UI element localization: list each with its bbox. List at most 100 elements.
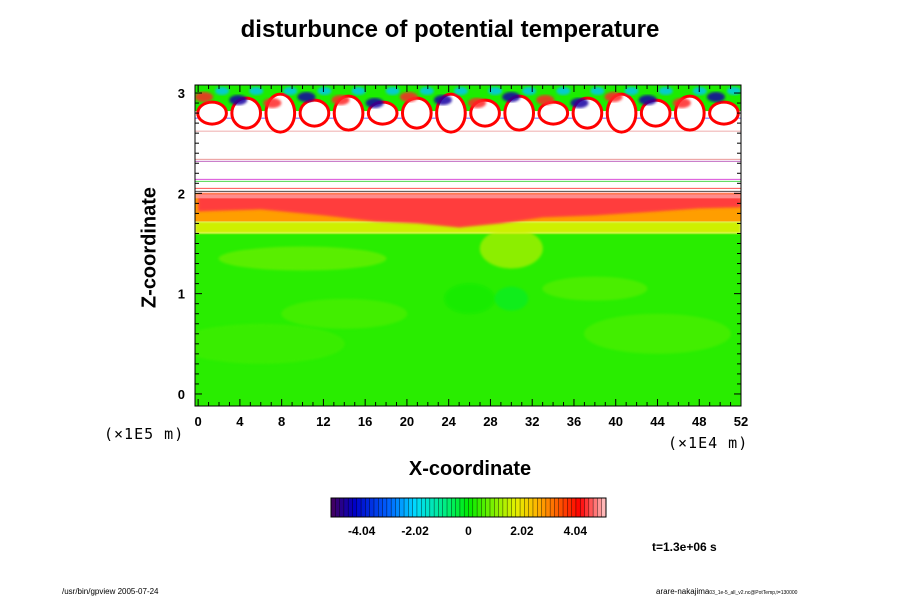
colorbar-cell [365, 498, 370, 517]
field-patch [542, 276, 648, 301]
colorbar: -4.04 -2.02 0 2.02 4.04 [330, 497, 607, 538]
wave-eddy [536, 95, 555, 105]
colorbar-cell [494, 498, 499, 517]
colorbar-cell [416, 498, 422, 517]
colorbar-cell [335, 498, 340, 517]
z-tick-label: 0 [178, 387, 185, 402]
colorbar-cell [520, 498, 525, 517]
colorbar-cell [532, 498, 538, 517]
wave-eddy [331, 95, 350, 105]
colorbar-cell [588, 498, 594, 517]
wave-eddy [570, 98, 589, 108]
colorbar-cell [464, 498, 469, 517]
field-patch [218, 246, 387, 271]
wave-eddy [399, 92, 418, 102]
wave-lobe [708, 100, 740, 126]
colorbar-cell [537, 498, 542, 517]
x-tick-label: 40 [608, 414, 622, 429]
colorbar-cell [485, 498, 491, 517]
colorbar-cell [477, 498, 482, 517]
wave-eddy [229, 95, 248, 105]
colorbar-cell [404, 498, 409, 517]
colorbar-cell [472, 498, 478, 517]
x-tick-label: 36 [567, 414, 581, 429]
colorbar-cell [459, 498, 465, 517]
footer-right-main: arare-nakajima [656, 587, 710, 596]
field-patch [583, 313, 731, 354]
wave-eddy [502, 92, 521, 102]
warm-band-core [198, 193, 741, 228]
z-axis-unit: (×1E5 m) [104, 425, 185, 443]
footer-right-small: 03_1e-5_all_v2.nc@PotTemp,t=130000 [709, 590, 798, 596]
colorbar-tick-label: 2.02 [510, 524, 534, 538]
wave-eddy [706, 92, 725, 102]
z-tick-label: 2 [178, 186, 185, 201]
footer-right-text: arare-nakajima03_1e-5_all_v2.nc@PotTemp,… [656, 587, 797, 596]
x-tick-label: 12 [316, 414, 330, 429]
x-tick-label: 4 [236, 414, 244, 429]
colorbar-cell [373, 498, 379, 517]
wave-eddy [488, 87, 503, 95]
colorbar-cell [571, 498, 577, 517]
colorbar-cell [593, 498, 598, 517]
colorbar-cell [580, 498, 585, 517]
colorbar-cell [584, 498, 590, 517]
x-tick-label: 32 [525, 414, 539, 429]
field-patch [195, 323, 345, 364]
wave-lobe [400, 96, 433, 130]
footer-left-text: /usr/bin/gpview 2005-07-24 [62, 587, 159, 596]
colorbar-cell [339, 498, 345, 517]
wave-eddy [317, 87, 332, 95]
x-tick-label: 28 [483, 414, 497, 429]
wave-eddy [604, 92, 623, 102]
wave-eddy [351, 87, 366, 95]
colorbar-cell [468, 498, 474, 517]
colorbar-cell [558, 498, 564, 517]
x-tick-label: 0 [195, 414, 202, 429]
colorbar-cell [567, 498, 572, 517]
wave-eddy [195, 92, 214, 102]
wave-eddy [215, 87, 230, 95]
wave-lobe [196, 100, 228, 126]
colorbar-cell [434, 498, 439, 517]
colorbar-tick-label: 0 [465, 524, 472, 538]
wave-lobe [537, 100, 570, 126]
wave-eddy [522, 87, 537, 95]
colorbar-cell [386, 498, 392, 517]
field-patch [494, 286, 529, 311]
field-patch [281, 298, 408, 329]
wave-eddy [433, 95, 452, 105]
plot-frame [194, 84, 742, 407]
colorbar-cell [481, 498, 486, 517]
wave-eddy [297, 92, 316, 102]
wave-eddy [624, 87, 639, 95]
warm-band-edge [195, 194, 741, 199]
z-tick-label: 1 [178, 287, 185, 302]
z-axis-label: Z-coordinate [138, 186, 161, 309]
wave-eddy [556, 87, 571, 95]
colorbar-cell [438, 498, 444, 517]
colorbar-cell [352, 498, 358, 517]
colorbar-cell [378, 498, 383, 517]
x-axis-unit: (×1E4 m) [668, 434, 749, 452]
wave-eddy [672, 98, 691, 108]
colorbar-cell [455, 498, 461, 517]
colorbar-cell [361, 498, 366, 517]
colorbar-cell [550, 498, 555, 517]
colorbar-cell [442, 498, 448, 517]
x-tick-label: 48 [692, 414, 706, 429]
colorbar-cell [408, 498, 413, 517]
colorbar-cell [391, 498, 396, 517]
colorbar-cell [348, 498, 353, 517]
wave-eddy [283, 87, 298, 95]
wave-eddy [453, 87, 468, 95]
colorbar-cell [356, 498, 362, 517]
colorbar-cell [554, 498, 560, 517]
colorbar-cell [545, 498, 551, 517]
heatmap-field [195, 85, 741, 406]
x-tick-label: 16 [358, 414, 372, 429]
wave-eddy [658, 87, 673, 95]
colorbar-cell [429, 498, 435, 517]
